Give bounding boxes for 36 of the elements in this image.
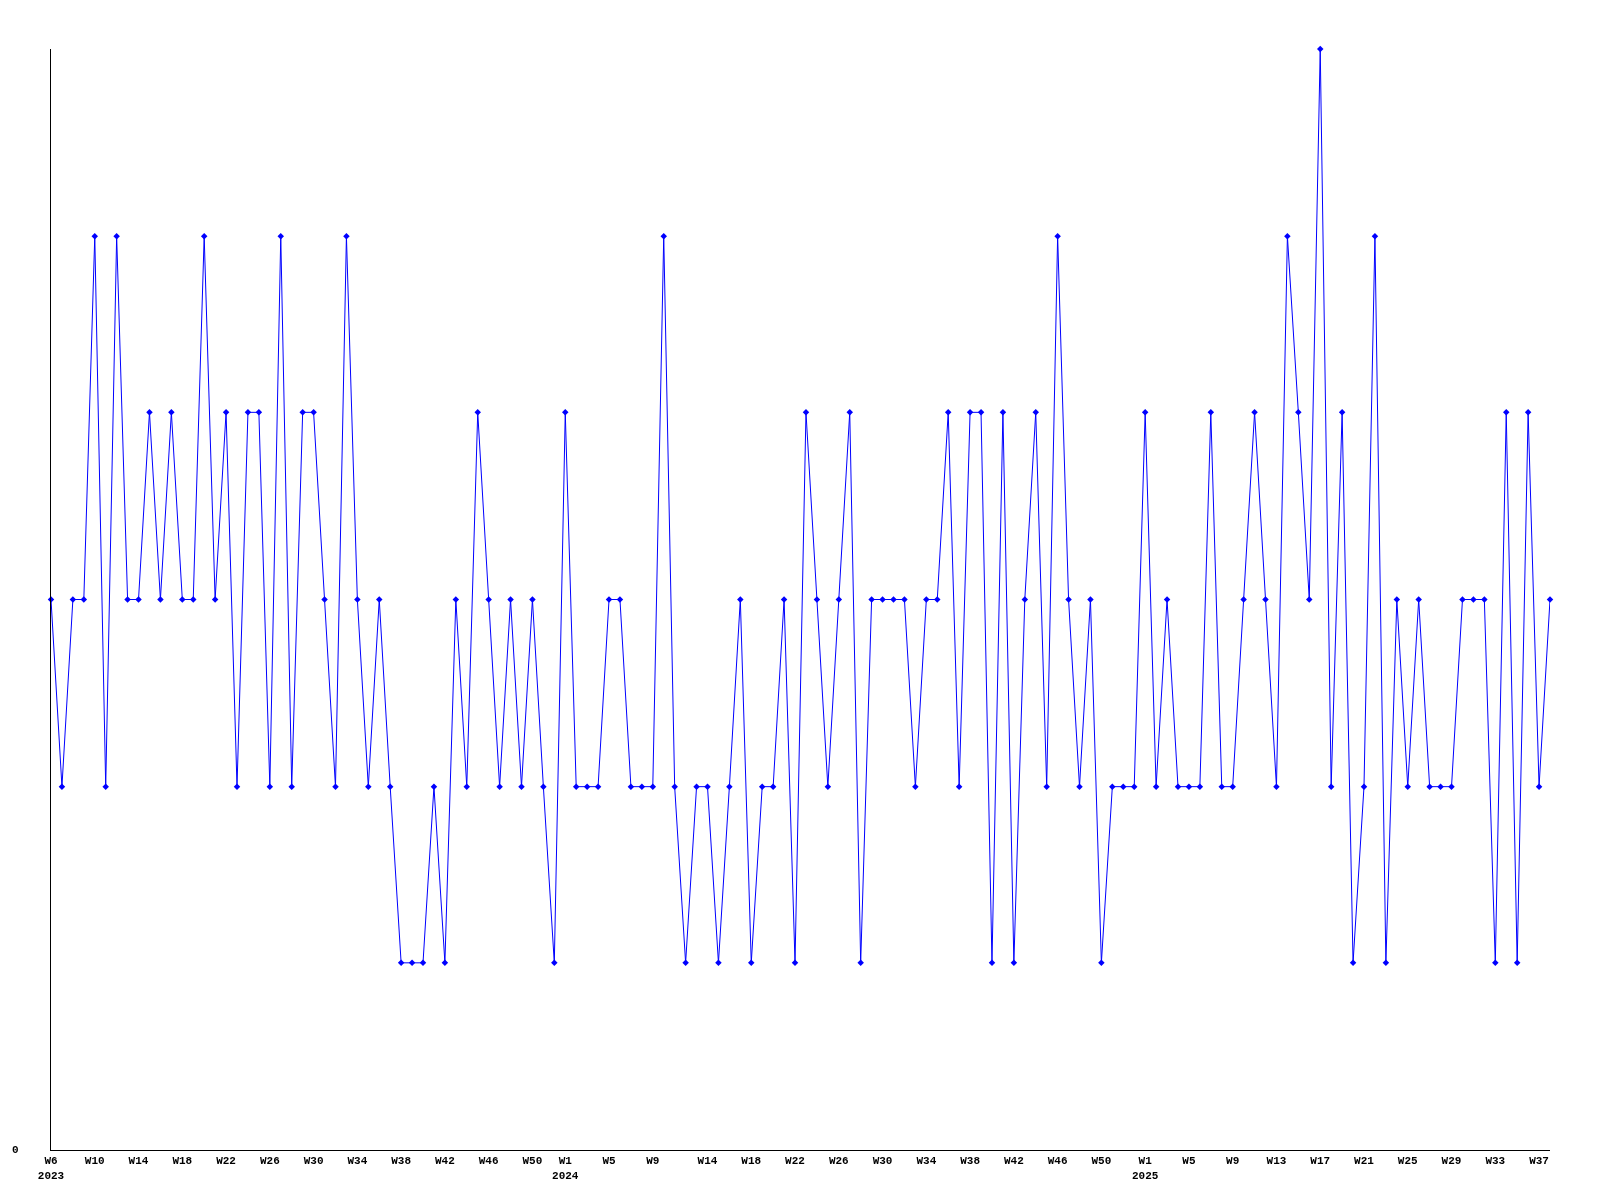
x-tick-label: W25 <box>1397 1155 1419 1168</box>
x-tick-label: W37 <box>1529 1155 1549 1168</box>
x-tick-label: W22 <box>785 1155 805 1168</box>
x-tick-label: W9 <box>646 1155 660 1168</box>
x-tick-label: W13 <box>1266 1155 1287 1168</box>
x-tick-label: W14 <box>128 1155 149 1168</box>
x-tick-label: W46 <box>478 1155 499 1168</box>
x-tick-label: W6 2023 <box>37 1155 65 1182</box>
x-tick-label: W50 <box>522 1155 543 1168</box>
x-tick-label: W50 <box>1091 1155 1112 1168</box>
x-tick-label: W17 <box>1310 1155 1331 1168</box>
x-tick-label: W38 <box>960 1155 981 1168</box>
x-tick-label: W46 <box>1047 1155 1068 1168</box>
x-tick-label: W1 2024 <box>552 1155 579 1182</box>
x-tick-label: W18 <box>741 1155 762 1168</box>
x-tick-label: W33 <box>1485 1155 1506 1168</box>
x-tick-label: W18 <box>172 1155 193 1168</box>
x-tick-label: W5 <box>602 1155 617 1168</box>
x-tick-label: W14 <box>697 1155 718 1168</box>
x-tick-label: W5 <box>1182 1155 1196 1168</box>
x-tick-label: W21 <box>1354 1155 1375 1168</box>
x-tick-label: W9 <box>1226 1155 1240 1168</box>
x-tick-label: W1 2025 <box>1131 1155 1159 1182</box>
x-tick-label: W30 <box>303 1155 324 1168</box>
x-tick-label: W38 <box>391 1155 412 1168</box>
x-tick-label: W42 <box>1003 1155 1024 1168</box>
x-tick-label: W30 <box>872 1155 893 1168</box>
x-tick-label: W29 <box>1441 1155 1462 1168</box>
x-tick-label: W34 <box>347 1155 368 1168</box>
x-tick-label: W34 <box>916 1155 937 1168</box>
text: 0 <box>12 1144 19 1156</box>
x-tick-label: W10 <box>84 1155 105 1168</box>
x-tick-label: W26 <box>828 1155 849 1168</box>
x-tick-label: W42 <box>434 1155 455 1168</box>
x-tick-label: W26 <box>259 1155 280 1168</box>
x-tick-label: W22 <box>216 1155 236 1168</box>
